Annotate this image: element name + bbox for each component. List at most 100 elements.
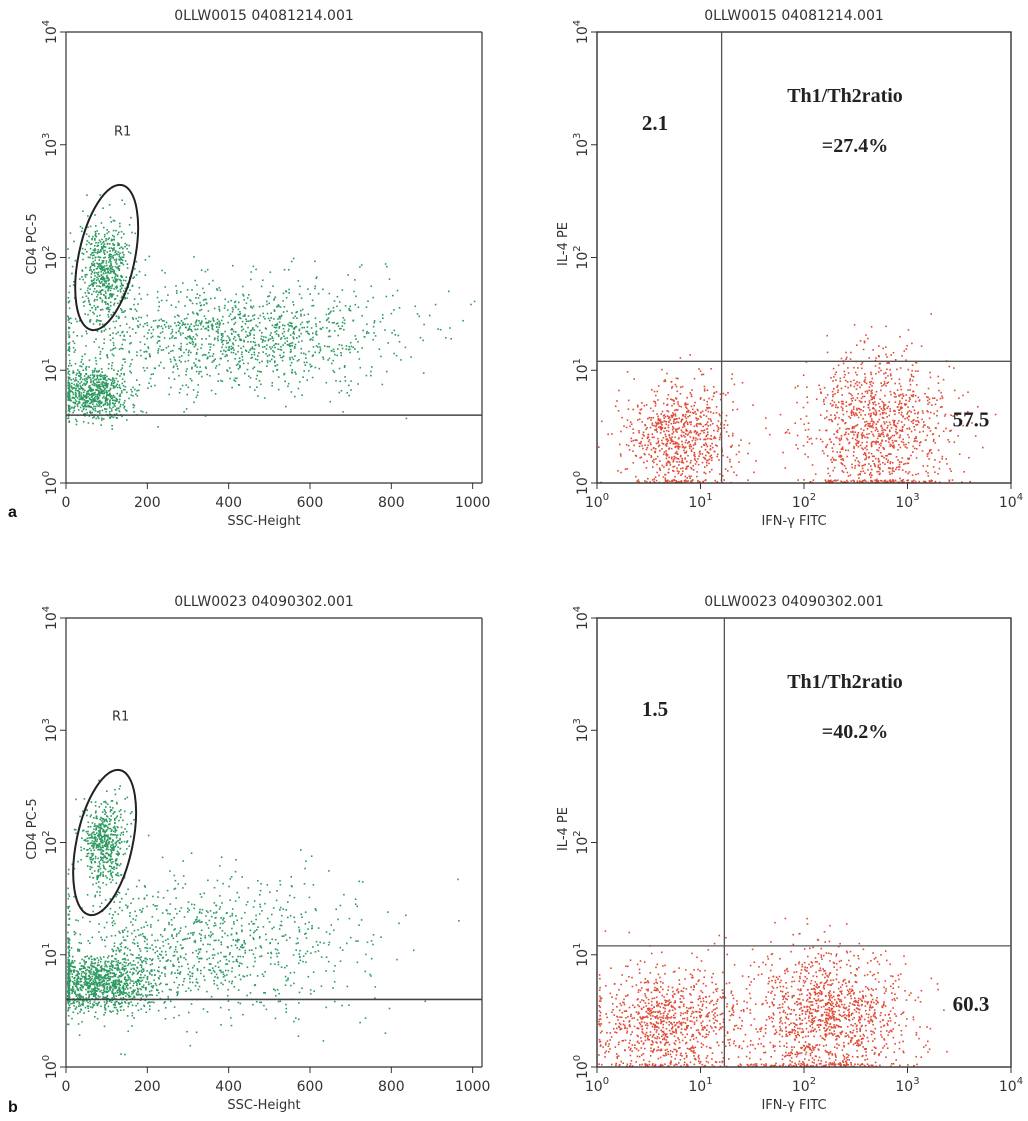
- data-point: [681, 459, 683, 462]
- data-point: [117, 251, 120, 253]
- data-point: [686, 434, 689, 436]
- data-point: [84, 292, 87, 294]
- data-point: [672, 459, 675, 461]
- data-point: [85, 365, 88, 368]
- data-point: [80, 373, 82, 376]
- data-point: [648, 416, 651, 419]
- data-point: [846, 437, 848, 440]
- data-point: [100, 273, 103, 276]
- data-point: [128, 845, 130, 847]
- data-point: [207, 325, 209, 327]
- data-point: [293, 333, 296, 335]
- data-point: [674, 443, 676, 445]
- data-point: [670, 414, 673, 417]
- data-point: [279, 317, 281, 320]
- data-point: [943, 415, 946, 417]
- data-point: [188, 349, 190, 352]
- data-point: [85, 373, 88, 375]
- data-point: [83, 401, 85, 404]
- data-point: [114, 386, 116, 388]
- data-point: [119, 387, 122, 390]
- data-point: [630, 423, 633, 425]
- data-point: [937, 375, 939, 378]
- data-point: [80, 365, 83, 368]
- data-point: [81, 378, 84, 381]
- data-point: [667, 479, 669, 482]
- data-point: [111, 424, 113, 427]
- data-point: [867, 406, 870, 409]
- data-point: [104, 296, 107, 298]
- data-point: [96, 846, 98, 848]
- data-point: [693, 453, 696, 456]
- data-point: [134, 232, 137, 235]
- data-point: [169, 337, 171, 340]
- data-point: [618, 443, 621, 446]
- data-point: [91, 394, 93, 396]
- data-point: [244, 323, 247, 325]
- data-point: [652, 410, 655, 412]
- data-point: [107, 860, 109, 863]
- data-point: [93, 312, 95, 315]
- data-point: [245, 349, 247, 352]
- data-point: [160, 299, 163, 302]
- data-point: [887, 437, 890, 439]
- data-point: [111, 256, 114, 258]
- data-point: [115, 397, 118, 400]
- data-point: [794, 386, 797, 389]
- data-point: [862, 434, 864, 436]
- data-point: [868, 409, 871, 411]
- data-point: [107, 854, 110, 857]
- data-point: [217, 328, 219, 331]
- data-point: [804, 429, 807, 431]
- data-point: [845, 431, 847, 434]
- data-point: [105, 856, 107, 859]
- data-point: [94, 307, 97, 309]
- data-point: [876, 441, 878, 443]
- data-point: [191, 367, 193, 370]
- data-point: [875, 480, 878, 482]
- data-point: [914, 412, 916, 415]
- data-point: [702, 425, 704, 428]
- data-point: [903, 350, 906, 352]
- data-point: [692, 408, 694, 411]
- data-point: [339, 380, 341, 383]
- data-point: [91, 264, 93, 266]
- data-point: [690, 466, 692, 469]
- data-point: [92, 905, 95, 907]
- data-point: [386, 265, 388, 268]
- data-point: [122, 330, 124, 333]
- data-point: [115, 816, 118, 819]
- data-point: [905, 348, 908, 350]
- data-point: [242, 362, 245, 365]
- data-point: [194, 328, 196, 331]
- data-point: [716, 430, 719, 432]
- data-point: [654, 401, 656, 403]
- data-point: [86, 837, 88, 840]
- data-point: [224, 304, 226, 307]
- data-point: [110, 830, 112, 832]
- data-point: [119, 252, 121, 254]
- data-point: [867, 403, 870, 406]
- data-point: [926, 410, 928, 412]
- data-point: [853, 324, 856, 326]
- data-point: [138, 316, 140, 319]
- data-point: [76, 383, 78, 385]
- data-point: [890, 378, 893, 380]
- data-point: [118, 231, 120, 234]
- data-point: [68, 399, 71, 401]
- data-point: [862, 470, 865, 472]
- data-point: [121, 276, 123, 279]
- data-point: [658, 444, 661, 446]
- data-point: [886, 435, 888, 437]
- data-point: [894, 401, 897, 403]
- data-point: [845, 449, 847, 452]
- data-point: [114, 862, 117, 865]
- data-point: [125, 276, 128, 278]
- data-point: [647, 433, 649, 436]
- data-point: [246, 297, 249, 299]
- data-point: [665, 453, 667, 456]
- data-point: [851, 466, 853, 469]
- data-point: [120, 373, 123, 375]
- data-point: [838, 417, 840, 419]
- data-point: [195, 370, 198, 373]
